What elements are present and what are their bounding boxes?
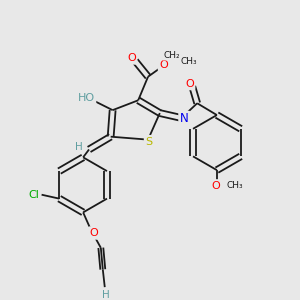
Text: S: S [146, 136, 153, 147]
Text: CH₃: CH₃ [180, 57, 197, 66]
Text: N: N [180, 112, 189, 125]
Text: O: O [90, 228, 98, 238]
Text: CH₂: CH₂ [163, 51, 180, 60]
Text: H: H [102, 290, 110, 300]
Text: O: O [212, 181, 220, 191]
Text: O: O [127, 53, 136, 63]
Text: H: H [75, 142, 83, 152]
Text: HO: HO [77, 93, 94, 103]
Text: Cl: Cl [28, 190, 39, 200]
Text: O: O [159, 60, 168, 70]
Text: CH₃: CH₃ [227, 181, 243, 190]
Text: O: O [185, 79, 194, 88]
